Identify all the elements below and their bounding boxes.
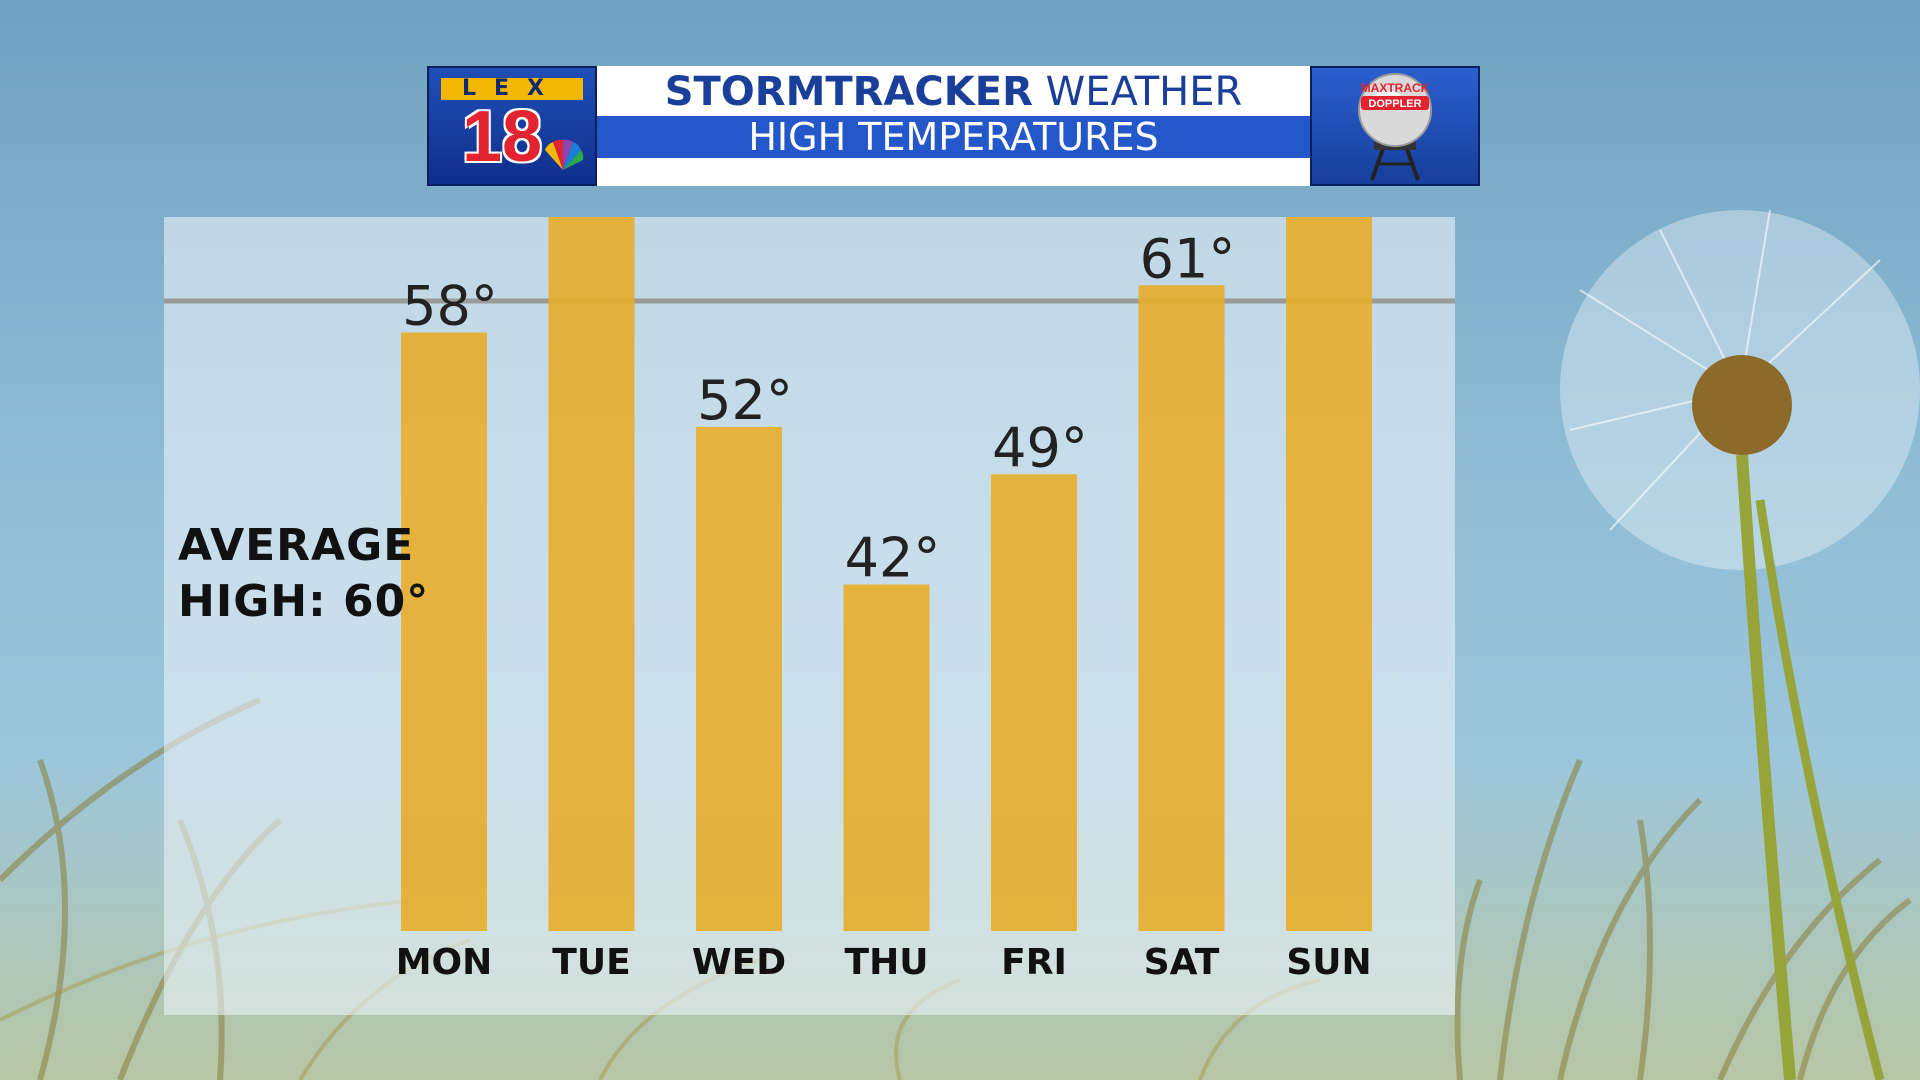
chart-subtitle: HIGH TEMPERATURES — [597, 116, 1310, 158]
radar-tower-icon: MAXTRACK DOPPLER — [1358, 73, 1432, 181]
bar-sat — [1138, 285, 1225, 931]
category-label-fri: FRI — [1001, 942, 1067, 983]
value-label-mon: 58° — [402, 275, 498, 338]
chart-panel — [164, 217, 1455, 1015]
average-label-line2: HIGH: 60° — [178, 576, 430, 627]
dandelion-decoration — [1560, 209, 1920, 1080]
radar-text-top: MAXTRACK — [1361, 81, 1430, 95]
value-label-thu: 42° — [845, 527, 941, 590]
category-label-wed: WED — [692, 942, 786, 983]
bar-tue — [548, 217, 635, 931]
title-bold: STORMTRACKER — [664, 69, 1033, 115]
logo-number: 18 — [461, 97, 543, 177]
category-label-thu: THU — [845, 942, 929, 983]
average-label-line1: AVERAGE — [178, 520, 415, 571]
temperature-bar-chart: 58°MON69°TUE52°WED42°THU49°FRI61°SAT67°S… — [164, 217, 1455, 983]
bar-wed — [696, 427, 782, 931]
radar-text-bottom: DOPPLER — [1368, 98, 1421, 110]
category-label-sun: SUN — [1286, 942, 1371, 983]
bar-mon — [401, 332, 487, 931]
value-label-fri: 49° — [992, 416, 1088, 479]
logo-lex-text: LEX — [441, 78, 583, 100]
bar-sun — [1286, 217, 1372, 931]
peacock-icon — [545, 139, 584, 170]
category-label-tue: TUE — [552, 942, 630, 983]
title-line: STORMTRACKER WEATHER — [597, 68, 1310, 116]
title-panel: STORMTRACKER WEATHER HIGH TEMPERATURES — [597, 66, 1310, 186]
value-label-sat: 61° — [1140, 227, 1236, 290]
value-label-wed: 52° — [697, 369, 793, 432]
category-label-mon: MON — [396, 942, 493, 983]
station-logo: LEX 18 — [427, 66, 597, 186]
header-banner: LEX 18 STORMTRACKER WEATHER HIGH TEMPERA… — [427, 66, 1480, 186]
radar-logo: MAXTRACK DOPPLER — [1310, 66, 1480, 186]
title-light: WEATHER — [1045, 69, 1243, 115]
category-label-sat: SAT — [1144, 942, 1220, 983]
bar-fri — [991, 474, 1077, 931]
bar-thu — [843, 584, 930, 931]
